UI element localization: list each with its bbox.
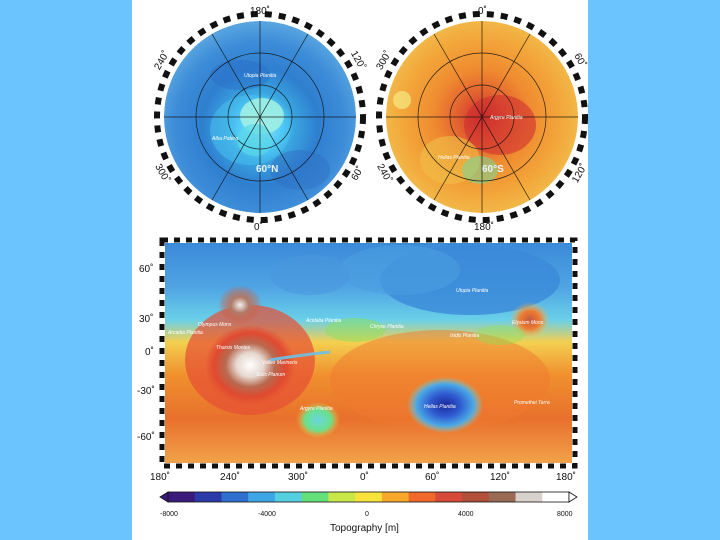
cb-tick-2: -4000 (258, 511, 276, 518)
main-feature-promethei: Promethei Terra (514, 400, 550, 406)
lat-tick-30: 30˚ (139, 313, 153, 325)
lon-tick-6: 120˚ (490, 471, 510, 483)
colorbar-segment (542, 492, 570, 502)
north-top-label: 180˚ (250, 5, 270, 17)
north-feature-2: Alba Patera (211, 136, 238, 142)
cb-tick-3: 0 (365, 511, 369, 518)
main-feature-isidis: Isidis Planitia (450, 333, 479, 339)
south-map-ring-label: 300˚ (374, 49, 394, 72)
colorbar-left-arrow (159, 491, 169, 503)
north-pole-label: 60°N (256, 164, 278, 175)
lat-tick-minus30: -30˚ (137, 385, 155, 397)
north-map-ring-label: 120˚ (348, 49, 368, 72)
cb-tick-5: 8000 (557, 511, 573, 518)
lat-tick-minus60: -60˚ (137, 431, 155, 443)
colorbar-segment (301, 492, 329, 502)
south-feature-1: Argyre Planitia (489, 115, 523, 121)
colorbar-title: Topography [m] (330, 523, 399, 534)
colorbar-segment (408, 492, 436, 502)
global-topography-map: 60˚ 30˚ 0˚ -30˚ -60˚ 180˚ 240˚ 300˚ 0˚ 6… (137, 237, 578, 483)
south-pole-label: 60°S (482, 164, 504, 175)
colorbar-segment (328, 492, 356, 502)
main-feature-hellas: Hellas Planitia (424, 404, 456, 410)
south-feature-2: Hellas Planitia (438, 155, 470, 161)
main-feature-utopia: Utopia Planitia (456, 288, 488, 294)
colorbar-segment (515, 492, 543, 502)
lon-tick-1: 180˚ (150, 471, 170, 483)
cb-tick-4: 4000 (458, 511, 474, 518)
lon-tick-5: 60˚ (425, 471, 439, 483)
lon-tick-7: 180˚ (556, 471, 576, 483)
lat-tick-60: 60˚ (139, 263, 153, 275)
colorbar-segment (168, 492, 196, 502)
colorbar-segment (488, 492, 517, 502)
main-feature-olympus: Olympus Mons (198, 322, 232, 328)
colorbar-segment (381, 492, 410, 502)
colorbar-right-arrow (568, 491, 578, 503)
north-polar-map: 60°N Utopia Planitia Alba Patera (154, 11, 366, 223)
colorbar-segment (462, 492, 490, 502)
colorbar-segment (355, 492, 383, 502)
south-top-label: 0˚ (478, 5, 487, 17)
lon-tick-3: 300˚ (288, 471, 308, 483)
colorbar-segment (274, 492, 303, 502)
main-feature-acidalia: Acidalia Planitia (305, 318, 342, 324)
colorbar-segment (194, 492, 222, 502)
north-bottom-label: 0˚ (254, 221, 263, 233)
lon-tick-4: 0˚ (360, 471, 369, 483)
north-feature-1: Utopia Planitia (244, 73, 276, 79)
colorbar-segments (168, 492, 570, 502)
south-map-dash-ring (376, 11, 588, 223)
main-feature-arcadia: Arcadia Planitia (167, 330, 203, 336)
south-map-ring-label: 120˚ (569, 162, 589, 185)
main-feature-solis: Solis Planum (256, 372, 285, 378)
north-map-ring-label: 60˚ (349, 164, 367, 183)
colorbar-segment (435, 492, 463, 502)
main-feature-elysium: Elysium Mons (512, 320, 544, 326)
lon-ticks: 180˚ 240˚ 300˚ 0˚ 60˚ 120˚ 180˚ (150, 471, 576, 483)
colorbar-segment (221, 492, 249, 502)
lat-tick-0: 0˚ (145, 346, 154, 358)
main-map-frame (159, 237, 578, 469)
north-map-dash-ring (154, 11, 366, 223)
main-feature-valles: Valles Marineris (262, 360, 298, 366)
colorbar-segment (248, 492, 276, 502)
lon-tick-2: 240˚ (220, 471, 240, 483)
south-polar-map: 60°S Argyre Planitia Hellas Planitia (376, 11, 588, 223)
main-feature-chryse: Chryse Planitia (370, 324, 404, 330)
cb-tick-1: -8000 (160, 511, 178, 518)
north-map-ring-label: 240˚ (152, 49, 172, 72)
south-bottom-label: 180˚ (474, 221, 494, 233)
colorbar: -8000 -4000 0 4000 8000 Topography [m] (159, 491, 578, 534)
main-feature-tharsis: Tharsis Montes (216, 345, 251, 351)
main-feature-argyre: Argyre Planitia (299, 406, 333, 412)
